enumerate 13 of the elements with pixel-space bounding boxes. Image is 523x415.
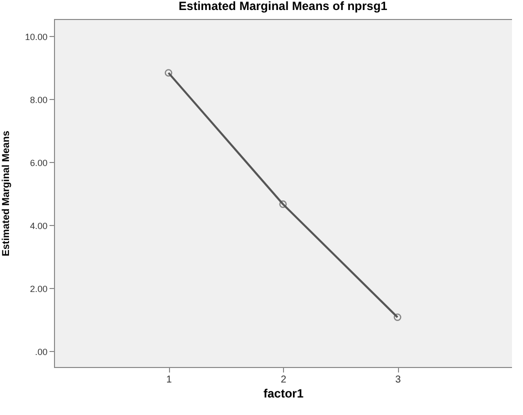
y-tick-label: 10.00 — [24, 32, 48, 42]
y-tick-label: 8.00 — [30, 94, 48, 105]
y-tick-label: .00 — [34, 346, 48, 357]
x-tick-label: 1 — [166, 374, 172, 386]
x-axis-title: factor1 — [263, 386, 304, 400]
point — [279, 200, 287, 208]
chart-title: Estimated Marginal Means of nprsg1 — [178, 0, 388, 13]
y-tick-label: 6.00 — [30, 158, 48, 168]
y-tick-label: 2.00 — [30, 284, 48, 294]
y-tick-label: 4.00 — [30, 220, 48, 231]
y-axis-title: Estimated Marginal Means — [0, 130, 12, 256]
x-tick-label: 2 — [280, 374, 287, 386]
x-tick-label: 3 — [395, 374, 402, 386]
